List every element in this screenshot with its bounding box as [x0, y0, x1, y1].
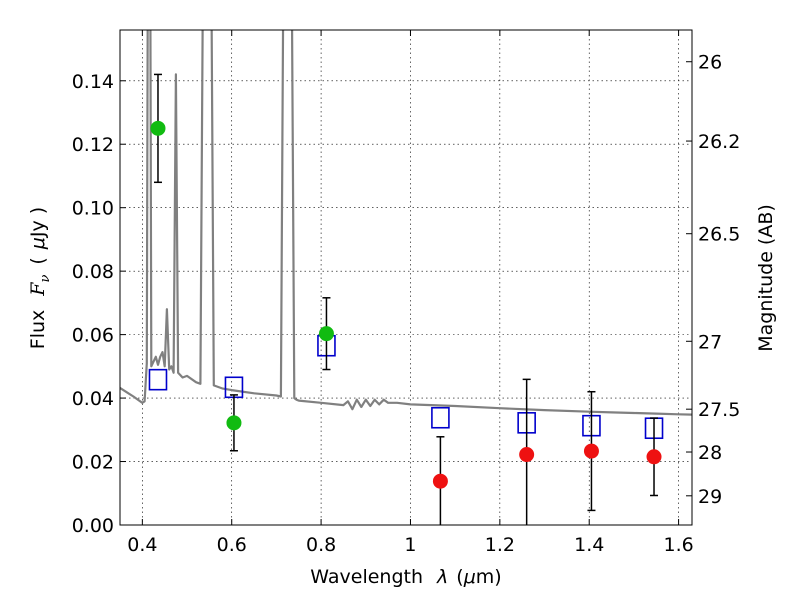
y-tick-label: 0.12 [72, 134, 114, 156]
data-point [318, 326, 334, 342]
x-tick-label: 0.8 [306, 534, 336, 556]
sed-line [120, 30, 692, 416]
model-square [431, 406, 450, 429]
x-tick-label: 0.6 [217, 534, 247, 556]
y-tick-label: 0.10 [72, 198, 114, 220]
y-tick-label: 0.00 [72, 515, 114, 537]
y-tick-label: 0.02 [72, 452, 114, 474]
x-tick-label: 1.6 [663, 534, 693, 556]
y-axis-label: FluxFν(μJy ) [27, 207, 53, 349]
data-point [432, 473, 448, 489]
y2-tick-label: 27 [698, 331, 722, 353]
grid [120, 30, 692, 526]
y2-tick-label: 28 [698, 442, 722, 464]
y-tick-label: 0.08 [72, 261, 114, 283]
data-point [226, 415, 242, 431]
y2-tick-label: 26 [698, 52, 722, 74]
series-model_band_flux [148, 334, 664, 440]
x-axis-label: Wavelength λ (μm) [310, 566, 501, 588]
x-tick-label: 1.4 [574, 534, 604, 556]
data-point [519, 447, 535, 463]
y2-tick-label: 26.2 [698, 131, 740, 153]
series-model_sed [120, 30, 692, 416]
y2-axis-label: Magnitude (AB) [755, 204, 777, 352]
data-point [646, 449, 662, 465]
model-square [148, 368, 168, 391]
x-tick-label: 1 [404, 534, 416, 556]
series-detections [150, 73, 334, 452]
data-point [150, 120, 166, 136]
y-tick-label: 0.06 [72, 325, 114, 347]
y2-tick-label: 26.5 [698, 224, 740, 246]
y2-tick-label: 27.5 [698, 399, 740, 421]
axes-frame [119, 29, 693, 526]
ticks: 0.4 0.6 0.8 1 1.2 1.4 1.6 0.00 0.02 0.04 0.06 0.08 0… [72, 30, 740, 556]
data-point [583, 443, 599, 459]
y-tick-label: 0.04 [72, 388, 114, 410]
plot-area [120, 30, 692, 525]
x-tick-label: 1.2 [485, 534, 515, 556]
y-tick-label: 0.14 [72, 71, 114, 93]
y2-tick-label: 29 [698, 486, 722, 508]
x-tick-label: 0.4 [127, 534, 157, 556]
series-upper_limits [432, 378, 662, 525]
